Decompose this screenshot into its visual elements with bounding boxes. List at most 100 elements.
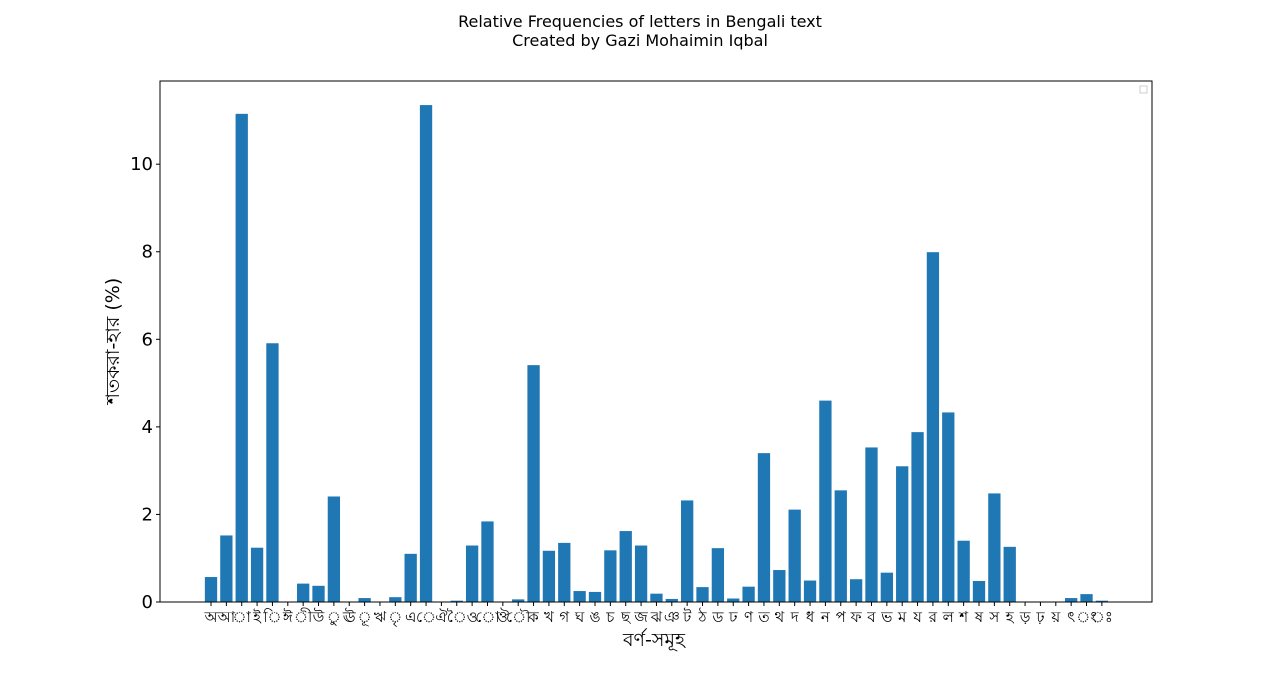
y-tick-label: 4 [142,417,153,438]
x-tick-label: ণ [744,608,754,626]
bar [957,540,970,602]
x-tick-label: উ [312,608,325,626]
x-tick-label: ট [682,608,692,626]
legend-box [1139,85,1148,94]
x-tick-label: প [836,608,847,626]
y-tick-label: 8 [142,242,153,263]
bar [865,447,878,602]
bar [389,597,402,602]
x-tick-label: ু [327,608,341,626]
bar [681,500,694,602]
bar [926,252,940,602]
chart-title: Relative Frequencies of letters in Benga… [458,12,822,31]
bar [650,593,663,602]
bar [972,580,986,602]
bar [573,591,586,602]
x-tick-label: ভ [880,608,893,626]
bar [942,412,955,602]
x-tick-label: আ [217,608,236,626]
x-tick-label: ম [897,608,907,626]
x-tick-label: জ [633,608,648,626]
bar [220,535,233,602]
x-tick-label: স [988,608,1000,626]
bar [235,113,248,602]
x-tick-label: চ [605,608,615,626]
bar [419,105,433,602]
x-tick-label: র [928,608,938,626]
x-tick-label: থ [774,608,784,626]
x-tick-label: ে [416,608,436,626]
x-tick-label: ঊ [342,608,356,626]
x-tick-label: ত [757,608,770,626]
x-tick-label: ঙ [589,608,600,626]
bar [450,600,463,602]
x-tick-label: ঞ [664,608,680,626]
bar [604,550,617,602]
bar [619,531,632,602]
bar [204,577,218,602]
x-tick-label: ল [942,608,955,626]
x-tick-label: ঐ [435,608,447,626]
y-axis-label: শতকরা-হার (%) [102,278,124,405]
x-tick-label: ন [820,608,831,626]
bar [911,432,924,602]
bar [266,343,279,602]
x-tick-label: খ [544,608,555,626]
x-tick-label: ছ [620,608,631,626]
x-tick-label: ফ [850,608,863,626]
bar [834,490,847,602]
bar [788,509,801,602]
bar [1003,546,1016,602]
bar [465,545,479,602]
bar [880,572,893,602]
bar [312,585,325,602]
bar [358,598,371,602]
bar [297,583,310,602]
bar [727,598,740,602]
bar [542,550,556,602]
x-tick-label: ঈ [282,608,293,626]
x-tick-label: ো [475,608,500,626]
bar [896,466,909,602]
bar [327,496,341,602]
bar [849,579,863,602]
plot-frame [159,80,1153,603]
bar [988,493,1001,602]
x-axis-label: বর্ণ-সমূহ [622,628,686,651]
x-tick-label: ও [467,608,478,626]
x-tick-label: ঋ [374,608,387,626]
y-axis: 0 2 4 6 8 10 [130,154,160,613]
bar [711,548,725,602]
x-tick-label: ি [262,608,281,626]
bar [558,542,571,602]
x-tick-label: দ [790,608,800,626]
bar [1065,598,1078,602]
x-tick-label: গ [559,608,570,626]
x-tick-label: ঝ [650,608,663,626]
x-tick-label: ড় [1019,608,1031,626]
bar [512,599,525,602]
x-tick-label: ঔ [497,608,510,626]
x-tick-label: ব [866,608,876,626]
bar [588,591,602,602]
x-tick-label: এ [405,608,416,626]
y-tick-label: 6 [142,329,153,350]
bar [527,365,540,602]
x-tick-label: ৃ [388,608,402,627]
x-tick-label: ং [1076,608,1097,626]
bar [1095,600,1109,602]
x-tick-label: ঠ [698,608,708,626]
x-axis: অ আা ইি ঈী উু ঊূ ঋৃ এে ঐৈ ওোঔৌক খ গ ঘ ঙ চ ছ জ ঝ ঞ ট ঠ ড ঢ ণ ত থ দ ধ… [204,602,1113,627]
x-tick-label: ষ [974,608,984,626]
x-tick-label: ঢ় [1035,608,1045,626]
bar [404,553,417,602]
bar [665,598,678,602]
bar [250,547,264,602]
x-tick-label: য [912,608,922,626]
x-tick-label: া [233,608,252,626]
bar [634,545,648,602]
bar [773,570,786,602]
bar [696,587,709,602]
x-tick-label: ৌ [506,608,531,626]
x-tick-label: ই [252,608,262,626]
